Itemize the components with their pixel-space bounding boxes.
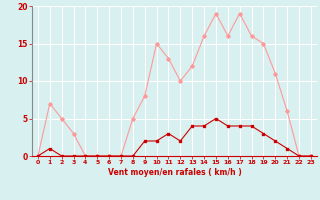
X-axis label: Vent moyen/en rafales ( km/h ): Vent moyen/en rafales ( km/h ): [108, 168, 241, 177]
